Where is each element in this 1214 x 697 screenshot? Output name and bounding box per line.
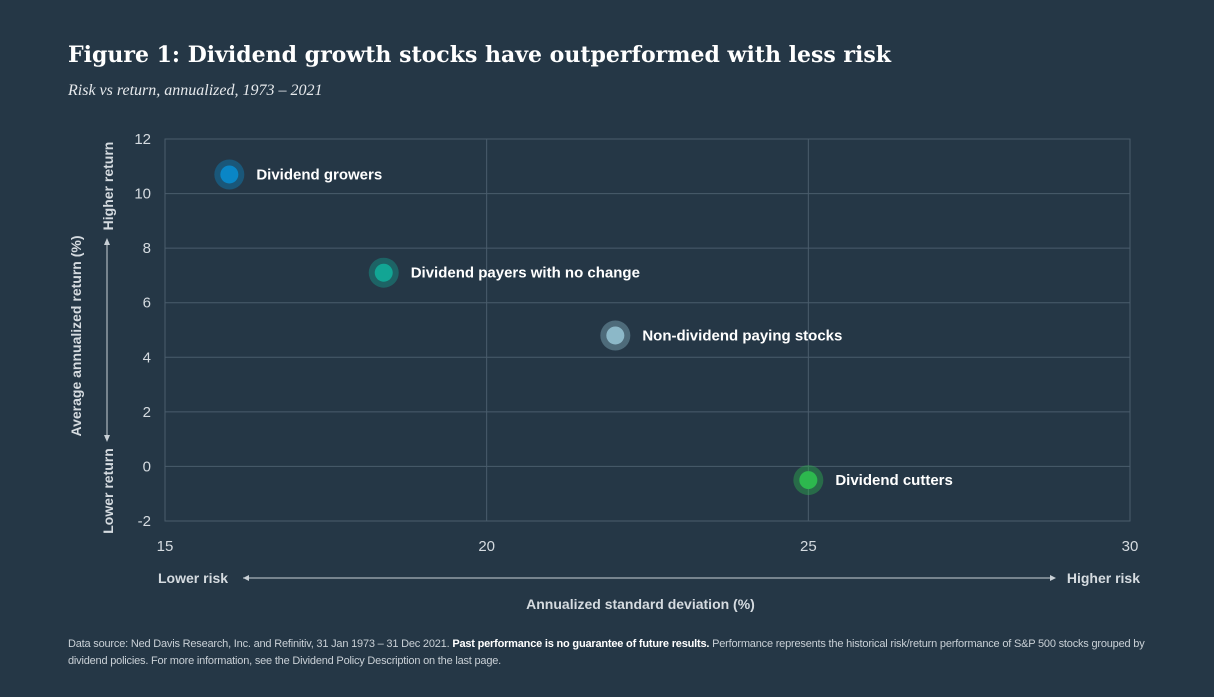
data-point <box>374 263 393 282</box>
data-point <box>799 471 818 490</box>
y-tick-label: 12 <box>134 131 151 148</box>
x-tick-label: 15 <box>157 538 174 555</box>
arrow-down-icon <box>104 435 110 442</box>
y-tick-label: -2 <box>138 513 151 530</box>
y-tick-label: 0 <box>143 458 151 475</box>
y-tick-label: 6 <box>143 295 151 312</box>
x-direction-label-low: Lower risk <box>158 570 228 586</box>
x-tick-label: 25 <box>800 538 817 555</box>
arrow-right-icon <box>1050 575 1056 581</box>
y-tick-label: 8 <box>143 240 151 257</box>
data-point-label: Non-dividend paying stocks <box>642 327 842 344</box>
data-point-label: Dividend payers with no change <box>411 265 640 282</box>
footnote-source: Data source: Ned Davis Research, Inc. an… <box>68 638 453 650</box>
footnote: Data source: Ned Davis Research, Inc. an… <box>68 636 1158 670</box>
y-tick-label: 10 <box>134 186 151 203</box>
data-point <box>606 326 625 345</box>
data-point <box>220 165 239 184</box>
footnote-disclaimer: Past performance is no guarantee of futu… <box>452 638 710 650</box>
data-point-label: Dividend cutters <box>835 472 953 489</box>
chart-subtitle: Risk vs return, annualized, 1973 – 2021 <box>68 82 323 99</box>
footnote-description: Performance represents the historical ri… <box>68 638 1145 667</box>
x-axis-title: Annualized standard deviation (%) <box>526 596 755 612</box>
x-tick-label: 30 <box>1122 538 1139 555</box>
scatter-chart: -2 0 2 4 6 8 10 12 15 20 25 30 Lower risk Higher risk… <box>68 131 1140 612</box>
y-tick-label: 4 <box>143 349 151 366</box>
x-direction-label-high: Higher risk <box>1067 570 1140 586</box>
arrow-left-icon <box>243 575 249 581</box>
y-direction-label-high: Higher return <box>100 142 116 231</box>
y-direction-label-low: Lower return <box>100 448 116 534</box>
y-axis-title: Average annualized return (%) <box>68 236 84 437</box>
x-tick-label: 20 <box>478 538 495 555</box>
data-point-label: Dividend growers <box>256 166 382 183</box>
arrow-up-icon <box>104 238 110 245</box>
chart-title: Figure 1: Dividend growth stocks have ou… <box>68 42 892 68</box>
y-tick-label: 2 <box>143 404 151 421</box>
